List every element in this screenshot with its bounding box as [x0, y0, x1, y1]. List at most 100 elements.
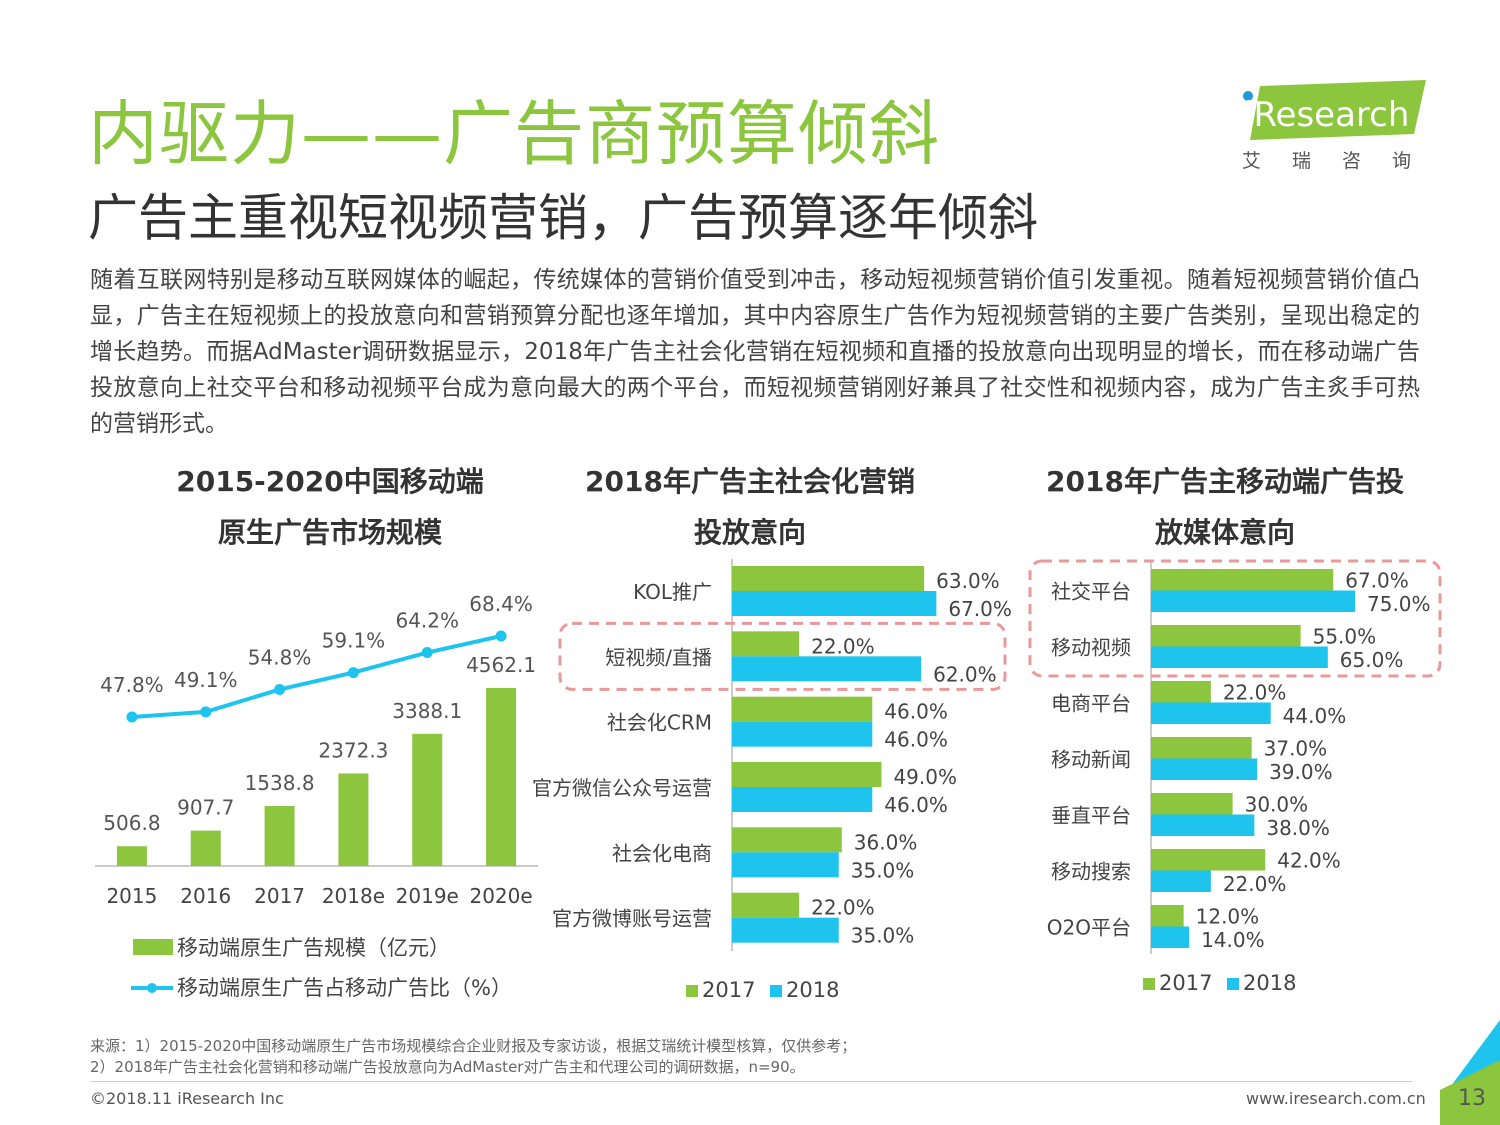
source-note: 来源：1）2015-2020中国移动端原生广告市场规模综合企业财报及专家访谈，根…: [90, 1036, 990, 1078]
chart1-line-point-2020e: [495, 630, 507, 642]
chart3-label-2018-移动视频: 65.0%: [1340, 648, 1404, 672]
page-title: 内驱力——广告商预算倾斜: [88, 93, 940, 175]
chart1-bar-2015: [116, 846, 147, 866]
chart1-tick-2017: 2017: [254, 884, 305, 908]
chart2-bar-2017-KOL推广: [732, 566, 925, 591]
chart3-bar-2017-移动搜索: [1151, 849, 1266, 871]
chart1-tick-2015: 2015: [106, 884, 157, 908]
chart1-tick-2016: 2016: [180, 884, 231, 908]
chart3-bar-2018-垂直平台: [1151, 814, 1255, 836]
chart1-legend-line-label: 移动端原生广告占移动广告比（%）: [177, 976, 512, 1000]
chart1-bar-label-2018e: 2372.3: [318, 738, 388, 762]
chart1-bar-label-2017: 1538.8: [245, 771, 315, 795]
chart1-title-line2: 原生广告市场规模: [217, 516, 442, 549]
chart3-bar-2018-O2O平台: [1151, 926, 1190, 948]
chart3-bar-2017-O2O平台: [1151, 905, 1184, 927]
footer-divider: [90, 1081, 1412, 1082]
chart2-label-2018-短视频/直播: 62.0%: [933, 662, 997, 686]
chart2-label-2018-官方微信公众号运营: 46.0%: [884, 793, 948, 817]
chart3-label-2017-垂直平台: 30.0%: [1245, 793, 1309, 817]
chart1-bar-label-2016: 907.7: [177, 796, 234, 820]
chart3-label-2017-移动搜索: 42.0%: [1277, 849, 1341, 873]
chart3-label-2018-电商平台: 44.0%: [1283, 704, 1347, 728]
chart2-bar-2017-官方微信公众号运营: [732, 762, 882, 787]
chart1-line-point-2019e: [421, 647, 433, 659]
chart1-line-point-2016: [200, 706, 212, 718]
corner-decoration: [1440, 1020, 1500, 1125]
chart2-bar-2018-社会化CRM: [732, 721, 873, 747]
chart2-category-官方微博账号运营: 官方微博账号运营: [552, 907, 712, 931]
chart3-title-line1: 2018年广告主移动端广告投: [1046, 465, 1404, 498]
chart3-bar-2017-垂直平台: [1151, 793, 1233, 815]
chart3-legend-2017-swatch: [1143, 978, 1155, 990]
chart2-label-2017-短视频/直播: 22.0%: [811, 634, 875, 658]
chart1-bar-2017: [264, 805, 295, 866]
chart1-line-label-2016: 49.1%: [174, 668, 238, 692]
logo-background: [1250, 80, 1426, 140]
chart1-bar-2019e: [412, 733, 443, 866]
chart2-legend-2018-swatch: [770, 985, 782, 997]
chart1-title: 2015-2020中国移动端 原生广告市场规模: [130, 456, 530, 558]
chart1-tick-2018e: 2018e: [322, 884, 385, 908]
chart3-category-移动搜索: 移动搜索: [1051, 860, 1131, 884]
chart2-label-2018-KOL推广: 67.0%: [948, 597, 1012, 621]
chart2-category-社会化电商: 社会化电商: [612, 841, 712, 865]
corner-green-shape: [1440, 1060, 1500, 1125]
source-line-2: 2）2018年广告主社会化营销和移动端广告投放意向为AdMaster对广告主和代…: [90, 1058, 805, 1076]
chart2-category-官方微信公众号运营: 官方微信公众号运营: [532, 776, 712, 800]
chart3-title: 2018年广告主移动端广告投 放媒体意向: [1025, 456, 1425, 558]
chart2-bar-2018-短视频/直播: [732, 656, 922, 682]
chart3-label-2017-移动视频: 55.0%: [1313, 625, 1377, 649]
chart3-legend-2018-label: 2018: [1243, 971, 1296, 995]
chart3-highlight-box: [1028, 559, 1442, 678]
chart3-label-2017-电商平台: 22.0%: [1223, 681, 1287, 705]
chart2-label-2017-官方微信公众号运营: 49.0%: [893, 765, 957, 789]
website-url[interactable]: www.iresearch.com.cn: [1246, 1089, 1426, 1108]
chart3-label-2018-社交平台: 75.0%: [1367, 592, 1431, 616]
chart1-line-label-2018e: 59.1%: [322, 629, 386, 653]
chart2-title-line2: 投放意向: [693, 516, 806, 549]
chart3-label-2018-垂直平台: 38.0%: [1266, 816, 1330, 840]
chart1-line-label-2019e: 64.2%: [395, 609, 459, 633]
chart3-bar-2018-电商平台: [1151, 702, 1271, 724]
chart2-bar-2018-官方微博账号运营: [732, 917, 839, 943]
chart2-legend-2017-swatch: [686, 985, 698, 997]
chart2-bar-2017-官方微博账号运营: [732, 892, 800, 918]
chart3-label-2018-移动搜索: 22.0%: [1223, 872, 1287, 896]
iresearch-logo: iResearch: [1243, 80, 1426, 140]
chart3-category-社交平台: 社交平台: [1051, 580, 1131, 604]
chart3-legend-2017-label: 2017: [1159, 971, 1212, 995]
chart2-legend-2017-label: 2017: [702, 978, 755, 1002]
chart1-bar-2016: [190, 830, 221, 866]
chart3-category-垂直平台: 垂直平台: [1051, 804, 1131, 828]
chart3-bar-2017-社交平台: [1151, 569, 1334, 591]
chart2-label-2017-KOL推广: 63.0%: [936, 569, 1000, 593]
chart3-category-移动新闻: 移动新闻: [1051, 748, 1131, 772]
chart3-bar-2018-移动搜索: [1151, 870, 1211, 892]
chart3-label-2017-移动新闻: 37.0%: [1264, 737, 1328, 761]
chart3-bar-2017-移动视频: [1151, 625, 1301, 647]
chart1-line-label-2015: 47.8%: [100, 673, 164, 697]
chart1-line-point-2017: [274, 683, 286, 695]
chart1-line-point-2015: [126, 711, 138, 723]
chart2-category-短视频/直播: 短视频/直播: [605, 645, 712, 669]
chart1-bar-label-2019e: 3388.1: [392, 699, 462, 723]
chart2-category-社会化CRM: 社会化CRM: [607, 711, 712, 735]
chart2-bar-2017-社会化电商: [732, 827, 842, 853]
chart2-label-2018-官方微博账号运营: 35.0%: [851, 924, 915, 948]
chart1-line-label-2017: 54.8%: [248, 645, 312, 669]
chart3-label-2018-O2O平台: 14.0%: [1201, 928, 1265, 952]
chart3-category-O2O平台: O2O平台: [1047, 916, 1131, 940]
chart2-label-2018-社会化CRM: 46.0%: [884, 728, 948, 752]
logo-dot: [1243, 91, 1253, 101]
chart1-line: [131, 634, 502, 719]
chart2-label-2017-官方微博账号运营: 22.0%: [811, 896, 875, 920]
chart1-legend-bar-label: 移动端原生广告规模（亿元）: [177, 936, 450, 960]
chart2-highlight-box: [558, 621, 1007, 691]
chart1-bar-label-2020e: 4562.1: [466, 653, 536, 677]
chart3-bar-2018-移动视频: [1151, 646, 1328, 668]
chart3-label-2017-社交平台: 67.0%: [1345, 569, 1409, 593]
chart3-bar-2017-移动新闻: [1151, 737, 1252, 759]
chart2-bar-2017-社会化CRM: [732, 696, 873, 722]
chart3-bar-2017-电商平台: [1151, 681, 1211, 703]
